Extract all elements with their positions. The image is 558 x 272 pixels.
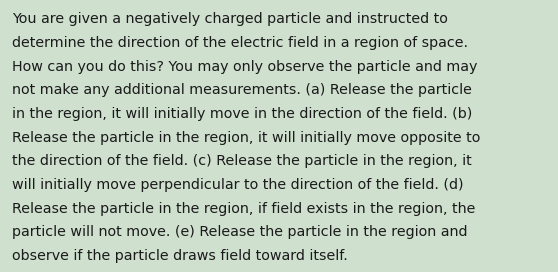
Text: the direction of the field. (c) Release the particle in the region, it: the direction of the field. (c) Release … <box>12 154 472 168</box>
Text: Release the particle in the region, it will initially move opposite to: Release the particle in the region, it w… <box>12 131 480 144</box>
Text: in the region, it will initially move in the direction of the field. (b): in the region, it will initially move in… <box>12 107 473 121</box>
Text: particle will not move. (e) Release the particle in the region and: particle will not move. (e) Release the … <box>12 225 468 239</box>
Text: determine the direction of the electric field in a region of space.: determine the direction of the electric … <box>12 36 468 50</box>
Text: How can you do this? You may only observe the particle and may: How can you do this? You may only observ… <box>12 60 478 73</box>
Text: observe if the particle draws field toward itself.: observe if the particle draws field towa… <box>12 249 348 263</box>
Text: Release the particle in the region, if field exists in the region, the: Release the particle in the region, if f… <box>12 202 475 215</box>
Text: not make any additional measurements. (a) Release the particle: not make any additional measurements. (a… <box>12 83 472 97</box>
Text: will initially move perpendicular to the direction of the field. (d): will initially move perpendicular to the… <box>12 178 464 192</box>
Text: You are given a negatively charged particle and instructed to: You are given a negatively charged parti… <box>12 12 448 26</box>
